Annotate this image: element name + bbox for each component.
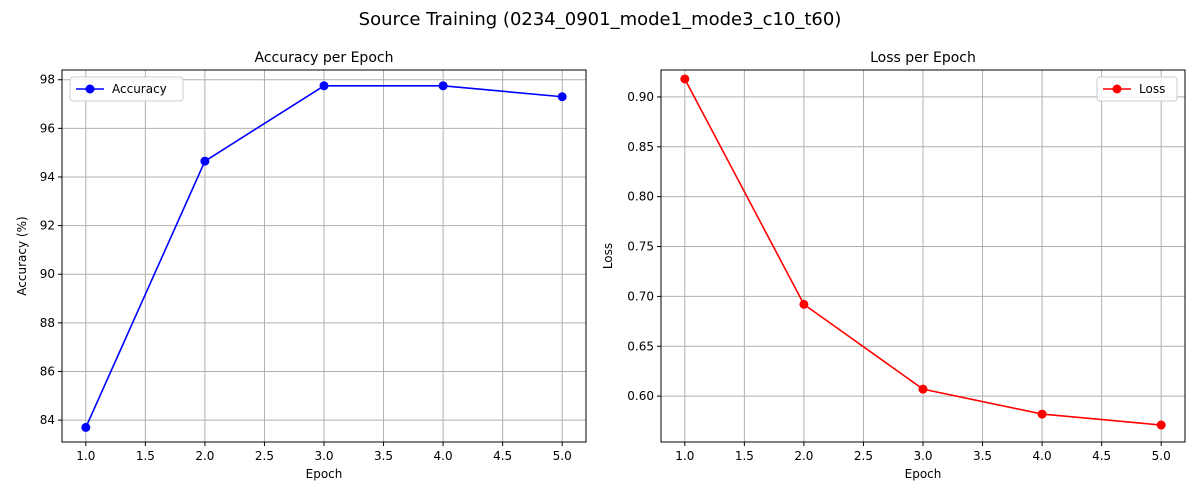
loss-axes-frame	[660, 69, 1186, 443]
loss-legend-marker	[1112, 84, 1122, 94]
accuracy-y-tick-label: 92	[40, 219, 55, 233]
accuracy-y-tick-label: 96	[40, 121, 55, 135]
accuracy-y-tick-label: 86	[40, 364, 55, 378]
accuracy-y-axis-label: Accuracy (%)	[15, 216, 29, 295]
accuracy-x-axis-label: Epoch	[306, 467, 343, 481]
accuracy-y-tick-label: 94	[40, 170, 55, 184]
loss-data-point	[680, 74, 690, 84]
loss-legend-label: Loss	[1139, 82, 1165, 96]
loss-y-tick-label: 0.90	[627, 90, 654, 104]
loss-x-tick-label: 3.5	[973, 449, 992, 463]
accuracy-x-tick-label: 4.0	[434, 449, 453, 463]
loss-x-tick-label: 1.0	[675, 449, 694, 463]
loss-x-tick-label: 1.5	[735, 449, 754, 463]
loss-data-point	[799, 299, 809, 309]
loss-y-tick-label: 0.75	[627, 240, 654, 254]
accuracy-x-tick-label: 2.0	[195, 449, 214, 463]
accuracy-x-tick-label: 1.0	[76, 449, 95, 463]
figure-suptitle: Source Training (0234_0901_mode1_mode3_c…	[359, 9, 842, 30]
loss-x-axis-label: Epoch	[905, 467, 942, 481]
accuracy-chart-title: Accuracy per Epoch	[255, 50, 394, 66]
accuracy-legend: Accuracy	[69, 76, 184, 102]
accuracy-x-tick-label: 1.5	[136, 449, 155, 463]
accuracy-x-tick-label: 2.5	[255, 449, 274, 463]
accuracy-y-tick-label: 98	[40, 73, 55, 87]
loss-x-tick-label: 3.0	[913, 449, 932, 463]
loss-y-tick-label: 0.80	[627, 190, 654, 204]
loss-data-point	[1037, 409, 1047, 419]
accuracy-y-tick-label: 90	[40, 267, 55, 281]
loss-x-tick-label: 2.0	[794, 449, 813, 463]
loss-x-tick-label: 2.5	[854, 449, 873, 463]
loss-x-tick-label: 4.5	[1092, 449, 1111, 463]
loss-data-point	[918, 384, 928, 394]
accuracy-legend-box	[69, 76, 184, 102]
accuracy-x-tick-label: 3.0	[314, 449, 333, 463]
accuracy-data-point	[81, 422, 91, 432]
accuracy-axes-frame	[61, 69, 587, 443]
loss-chart-title: Loss per Epoch	[870, 50, 976, 66]
accuracy-data-point	[557, 92, 567, 102]
accuracy-data-point	[438, 81, 448, 91]
loss-chart: 1.0 1.5 2.0 2.5 3.0 3.5 4.0 4.5 5.0 0.60 0.65 0.70 0…	[601, 50, 1186, 481]
loss-y-tick-label: 0.85	[627, 140, 654, 154]
accuracy-y-tick-label: 88	[40, 316, 55, 330]
loss-data-point	[1156, 420, 1166, 430]
accuracy-data-point	[319, 81, 329, 91]
loss-y-tick-label: 0.60	[627, 389, 654, 403]
loss-y-axis-label: Loss	[601, 243, 615, 269]
accuracy-chart: 1.0 1.5 2.0 2.5 3.0 3.5 4.0 4.5 5.0 84 86 88 90 92 94 9…	[15, 50, 587, 481]
accuracy-legend-label: Accuracy	[112, 82, 167, 96]
accuracy-y-tick-label: 84	[40, 413, 55, 427]
loss-y-tick-label: 0.70	[627, 289, 654, 303]
accuracy-legend-marker	[85, 84, 95, 94]
accuracy-data-point	[200, 156, 210, 166]
loss-x-tick-label: 4.0	[1033, 449, 1052, 463]
loss-x-tick-label: 5.0	[1152, 449, 1171, 463]
accuracy-x-tick-label: 3.5	[374, 449, 393, 463]
loss-legend-box	[1096, 76, 1178, 102]
accuracy-x-tick-label: 4.5	[493, 449, 512, 463]
loss-y-tick-label: 0.65	[627, 339, 654, 353]
accuracy-x-tick-label: 5.0	[553, 449, 572, 463]
loss-legend: Loss	[1096, 76, 1178, 102]
